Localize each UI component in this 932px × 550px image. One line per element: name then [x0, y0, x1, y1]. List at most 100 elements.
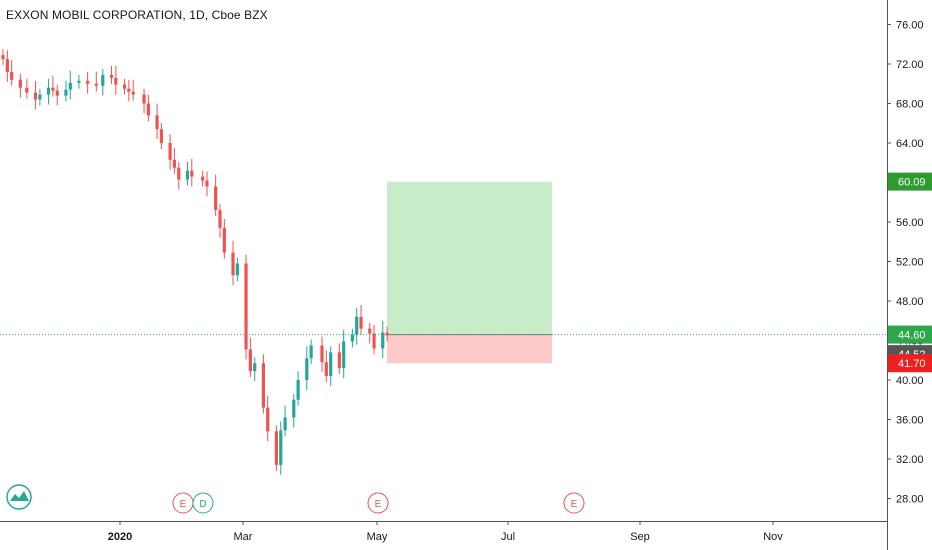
price-tick-label: 56.00 — [896, 217, 924, 229]
candle-body — [38, 94, 42, 100]
event-marker-label: D — [199, 499, 206, 510]
long-position-zones[interactable] — [387, 181, 553, 364]
candle-body — [372, 333, 376, 349]
candle-body — [266, 407, 270, 432]
time-axis[interactable]: 2020 Mar May Jul Sep Nov — [0, 521, 887, 543]
candle-body — [261, 363, 265, 408]
candle-body — [329, 352, 333, 377]
candle-body — [350, 334, 354, 342]
candle-body — [142, 94, 146, 104]
candle-body — [1, 55, 5, 60]
candle-body — [274, 431, 279, 465]
price-axis[interactable]: 28.0032.0036.0040.0044.0048.0052.0056.00… — [887, 0, 924, 550]
price-tick-label: 76.00 — [896, 20, 924, 32]
candle-body — [51, 87, 55, 91]
candle-body — [279, 430, 283, 465]
event-marker-label: E — [180, 499, 187, 510]
candle-body — [25, 87, 29, 93]
entry-price-tag-bg — [888, 325, 932, 344]
candle-body — [109, 74, 114, 78]
candle-body — [296, 380, 300, 400]
candle-body — [64, 89, 68, 96]
candle-body — [214, 186, 218, 211]
price-tick-label: 40.00 — [896, 375, 924, 387]
candle-body — [381, 332, 385, 349]
price-tick-label: 28.00 — [896, 494, 924, 506]
profit-zone[interactable] — [387, 181, 553, 335]
candle-body — [324, 362, 328, 377]
logo-icon — [6, 484, 32, 510]
candle-body — [283, 417, 287, 431]
time-tick-label: May — [367, 531, 388, 543]
candle-body — [10, 71, 14, 80]
candle-body — [320, 345, 324, 363]
candle-body — [101, 74, 105, 86]
candle-body — [155, 115, 159, 130]
candle-body — [177, 167, 181, 180]
candle-body — [159, 129, 164, 143]
candle-body — [122, 84, 127, 89]
candle-body — [201, 176, 205, 181]
time-tick-label: 2020 — [108, 531, 132, 543]
target-price-tag-bg — [888, 172, 932, 191]
candle-body — [359, 316, 363, 329]
candle-body — [94, 83, 98, 86]
candle-body — [218, 210, 222, 228]
event-marker-label: E — [571, 499, 578, 510]
time-tick-label: Jul — [501, 531, 515, 543]
candle-body — [172, 159, 177, 168]
target-price-tag: 60.09 — [898, 177, 926, 189]
candle-body — [305, 358, 309, 380]
candle-body — [190, 170, 194, 177]
candle-body — [86, 80, 90, 84]
candle-body — [18, 79, 22, 88]
candle-body — [248, 349, 252, 372]
candle-body — [337, 352, 341, 369]
stop-price-tag-bg — [888, 354, 932, 373]
candle-body — [77, 80, 81, 83]
candle-body — [342, 341, 346, 369]
candles-series — [1, 49, 389, 475]
time-tick-label: Nov — [763, 531, 783, 543]
price-tick-label: 64.00 — [896, 138, 924, 150]
mountain-icon — [10, 491, 29, 501]
candle-body — [205, 180, 209, 187]
entry-price-tag: 44.60 — [898, 330, 926, 342]
candle-body — [309, 345, 313, 359]
candle-body — [168, 143, 172, 160]
time-tick-label: Mar — [234, 531, 253, 543]
price-tick-label: 36.00 — [896, 415, 924, 427]
candle-body — [146, 103, 150, 116]
earnings-marker-icon — [367, 492, 389, 514]
logo-badge[interactable] — [6, 484, 32, 510]
candle-body — [5, 59, 9, 72]
candle-body — [231, 252, 235, 276]
price-tick-label: 48.00 — [896, 296, 924, 308]
candle-body — [33, 92, 38, 100]
price-tick-label: 68.00 — [896, 99, 924, 111]
time-tick-label: Sep — [630, 531, 650, 543]
event-marker-label: E — [375, 499, 382, 510]
candle-body — [68, 82, 72, 90]
price-tick-label: 52.00 — [896, 257, 924, 269]
candle-body — [46, 87, 51, 95]
candle-body — [253, 363, 257, 372]
candle-body — [244, 263, 248, 350]
dividend-marker-icon — [192, 492, 214, 514]
loss-zone[interactable] — [387, 334, 553, 364]
price-tick-label: 72.00 — [896, 59, 924, 71]
candle-body — [222, 227, 226, 253]
candle-body — [368, 328, 372, 334]
chart-title: EXXON MOBIL CORPORATION, 1D, Cboe BZX — [6, 8, 268, 22]
candle-body — [114, 77, 118, 85]
price-tick-label: 32.00 — [896, 454, 924, 466]
candle-body — [292, 399, 296, 418]
earnings-marker-icon — [563, 492, 585, 514]
candle-body — [131, 91, 135, 95]
stop-price-tag: 41.70 — [898, 358, 926, 370]
candle-body — [55, 90, 59, 96]
candle-body — [355, 316, 359, 335]
